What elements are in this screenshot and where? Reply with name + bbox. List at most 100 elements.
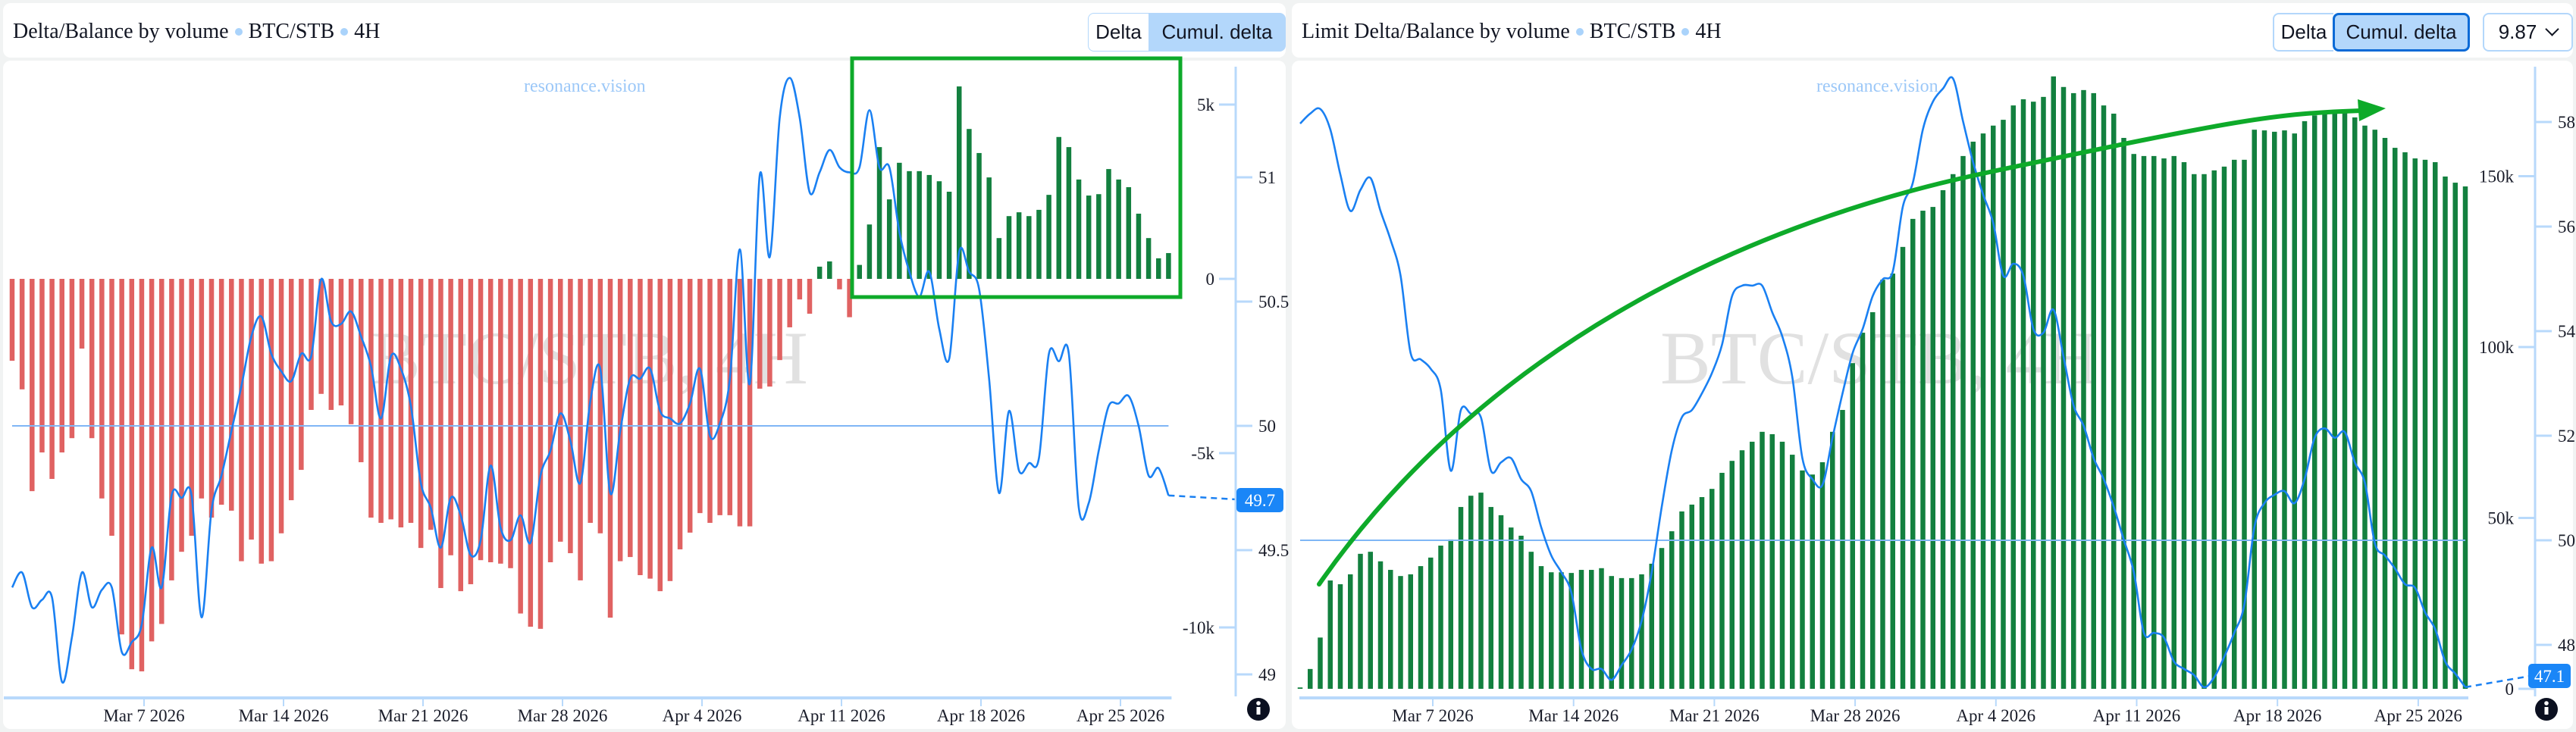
delta-bar [628, 279, 633, 558]
delta-bar [847, 279, 852, 318]
delta-bar [1840, 409, 1845, 689]
delta-bar [2252, 130, 2257, 689]
delta-bar [89, 279, 95, 439]
delta-bar [159, 279, 165, 624]
delta-bar [2111, 113, 2117, 690]
delta-bar [2382, 137, 2388, 689]
delta-axis-label: 0 [2505, 680, 2515, 699]
delta-bar [438, 279, 443, 589]
delta-bar [827, 261, 832, 279]
info-icon-stem [2544, 707, 2549, 715]
delta-bar [328, 279, 334, 410]
delta-bar [2060, 86, 2067, 689]
delta-bar [1126, 187, 1132, 279]
delta-bar [2402, 152, 2408, 689]
delta-bar [468, 279, 474, 584]
price-axis-label: 49.5 [1258, 541, 1289, 560]
delta-bar [1910, 218, 1916, 689]
delta-bar [638, 279, 643, 575]
cumul-delta-button[interactable]: Cumul. delta [2333, 13, 2470, 52]
delta-bar [946, 192, 952, 279]
delta-bar [1318, 637, 1323, 689]
delta-bar [1518, 535, 1524, 689]
info-icon-dot [2544, 701, 2549, 705]
delta-bar [49, 279, 55, 480]
delta-bar [208, 279, 215, 518]
x-axis-label: Mar 14 2026 [239, 706, 329, 725]
delta-bar [867, 224, 873, 279]
x-axis-label: Mar 7 2026 [1392, 706, 1473, 725]
delta-button[interactable]: Delta [2273, 13, 2333, 52]
delta-bar [1337, 583, 1343, 689]
delta-bar [169, 279, 174, 580]
delta-bar [139, 279, 145, 671]
delta-bar [1880, 280, 1885, 689]
delta-bar [2443, 176, 2448, 690]
delta-bar [2362, 125, 2368, 689]
delta-bar [239, 279, 244, 562]
info-icon[interactable] [2535, 698, 2558, 721]
value-select[interactable]: 9.87 [2483, 13, 2573, 52]
title-text: Delta/Balance by volume [13, 20, 229, 43]
delta-bar [1056, 136, 1061, 279]
delta-button[interactable]: Delta [1088, 13, 1149, 52]
delta-bar [2121, 137, 2126, 689]
delta-bar [1036, 209, 1042, 279]
delta-axis-label: -5k [1191, 444, 1214, 463]
delta-bar [558, 279, 563, 542]
price-axis-label: 52 [2558, 427, 2575, 446]
delta-bar [926, 174, 932, 279]
timeframe-text: 4H [354, 20, 381, 43]
delta-axis-label: 0 [1206, 270, 1215, 289]
delta-bar [2372, 130, 2377, 689]
delta-bar [897, 162, 902, 279]
delta-bar [428, 279, 434, 530]
delta-bar [1468, 496, 1474, 689]
price-axis-label: 49 [1258, 665, 1276, 684]
x-axis-label: Apr 25 2026 [2374, 706, 2462, 725]
delta-bar [2342, 109, 2348, 689]
delta-bar [288, 279, 294, 501]
delta-bar [757, 279, 763, 389]
delta-bar [1428, 557, 1434, 689]
delta-bar [547, 279, 553, 562]
delta-bar [1559, 572, 1564, 689]
delta-bar [229, 279, 234, 511]
x-axis-label: Mar 28 2026 [518, 706, 608, 725]
watermark-site: resonance.vision [524, 77, 646, 96]
delta-bar [1377, 561, 1384, 689]
cumul-delta-button[interactable]: Cumul. delta [1149, 13, 1286, 52]
info-icon[interactable] [1247, 698, 1270, 721]
delta-bar [39, 279, 45, 453]
delta-bar [657, 279, 663, 592]
delta-bar [1779, 441, 1785, 689]
delta-bar [917, 170, 922, 279]
delta-bar [508, 279, 513, 568]
delta-bar [1629, 577, 1634, 689]
delta-bar [1819, 461, 1825, 689]
delta-bar [478, 279, 484, 561]
delta-bar [518, 279, 523, 614]
delta-bar [388, 279, 393, 520]
price-axis-label: 50.5 [1258, 292, 1289, 311]
delta-bar [2282, 130, 2287, 690]
delta-bar [19, 279, 25, 389]
delta-bar [667, 279, 673, 581]
delta-axis-label: 5k [1197, 95, 1215, 114]
x-axis-label: Mar 7 2026 [103, 706, 184, 725]
delta-bar [1086, 196, 1092, 279]
delta-bar [1016, 212, 1022, 279]
delta-bar [1930, 207, 1935, 690]
delta-bar [907, 170, 912, 279]
delta-bar [1368, 552, 1373, 689]
delta-bar [189, 279, 194, 536]
delta-bar [1960, 155, 1966, 690]
delta-bar [359, 279, 364, 462]
price-axis-label: 58 [2558, 113, 2575, 132]
delta-bar [1528, 552, 1534, 689]
delta-bar [1709, 489, 1715, 689]
delta-bar [378, 279, 384, 523]
delta-bar [458, 279, 463, 592]
